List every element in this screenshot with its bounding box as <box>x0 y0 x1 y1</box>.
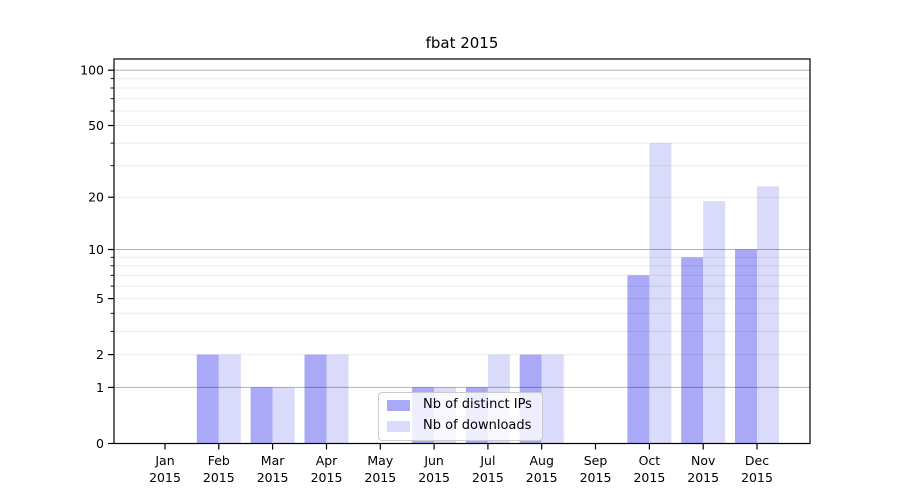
x-tick-label-year: 2015 <box>364 470 396 485</box>
bar-downloads-mar <box>272 387 295 444</box>
legend-item-distinct-ips: Nb of distinct IPs <box>387 397 532 413</box>
x-tick-label-month: Dec <box>745 453 769 468</box>
x-tick-label-year: 2015 <box>526 470 558 485</box>
legend: Nb of distinct IPs Nb of downloads <box>378 392 543 441</box>
x-tick-label-month: May <box>367 453 393 468</box>
legend-label-distinct-ips: Nb of distinct IPs <box>423 397 532 412</box>
bar-downloads-nov <box>703 201 726 444</box>
x-tick-label-year: 2015 <box>418 470 450 485</box>
x-tick-label-month: Jun <box>423 453 444 468</box>
x-tick-label-month: Mar <box>261 453 285 468</box>
legend-item-downloads: Nb of downloads <box>387 417 532 434</box>
y-tick-label: 50 <box>88 118 104 133</box>
y-tick-label: 20 <box>88 190 104 205</box>
x-tick-label-year: 2015 <box>257 470 289 485</box>
x-tick-label-year: 2015 <box>741 470 773 485</box>
bar-distinct-ips-apr <box>304 354 327 444</box>
bar-downloads-oct <box>649 143 672 444</box>
bar-distinct-ips-oct <box>627 275 650 444</box>
bar-distinct-ips-nov <box>681 257 704 444</box>
x-tick-label-month: Oct <box>639 453 661 468</box>
x-tick-label-month: Nov <box>691 453 716 468</box>
gridlines-group <box>114 69 810 388</box>
bar-distinct-ips-mar <box>250 387 273 444</box>
x-axis: Jan 2015 Feb 2015 Mar 2015 Apr 2015 May 2015 Jun 20… <box>149 443 773 485</box>
x-tick-label-year: 2015 <box>633 470 665 485</box>
x-tick-label-month: Sep <box>584 453 608 468</box>
x-tick-label-month: Aug <box>529 453 553 468</box>
legend-label-downloads: Nb of downloads <box>423 417 532 433</box>
x-tick-label-year: 2015 <box>203 470 235 485</box>
bar-downloads-aug <box>541 354 564 444</box>
x-tick-label-year: 2015 <box>687 470 719 485</box>
x-tick-label-year: 2015 <box>311 470 343 485</box>
x-tick-label-year: 2015 <box>149 470 181 485</box>
legend-swatch-distinct-ips <box>387 399 410 411</box>
y-tick-label: 1 <box>96 380 104 395</box>
bar-distinct-ips-dec <box>735 249 757 444</box>
y-tick-label: 0 <box>96 436 104 451</box>
x-tick-label-month: Jul <box>479 453 495 468</box>
x-tick-label-month: Feb <box>208 453 230 468</box>
x-tick-label-month: Jan <box>154 453 174 468</box>
plot-area-border <box>113 58 811 445</box>
y-tick-label: 100 <box>80 63 104 78</box>
y-tick-label: 5 <box>96 291 104 306</box>
y-tick-label: 2 <box>96 347 104 362</box>
bar-distinct-ips-feb <box>196 354 219 444</box>
y-tick-label: 10 <box>88 242 104 257</box>
bar-downloads-dec <box>757 186 779 444</box>
x-tick-label-year: 2015 <box>472 470 504 485</box>
bar-downloads-apr <box>326 354 349 444</box>
bar-downloads-feb <box>218 354 241 444</box>
legend-swatch-downloads <box>387 420 410 432</box>
x-tick-label-year: 2015 <box>580 470 612 485</box>
chart-title: fbat 2015 <box>425 34 499 52</box>
x-tick-label-month: Apr <box>316 453 338 468</box>
